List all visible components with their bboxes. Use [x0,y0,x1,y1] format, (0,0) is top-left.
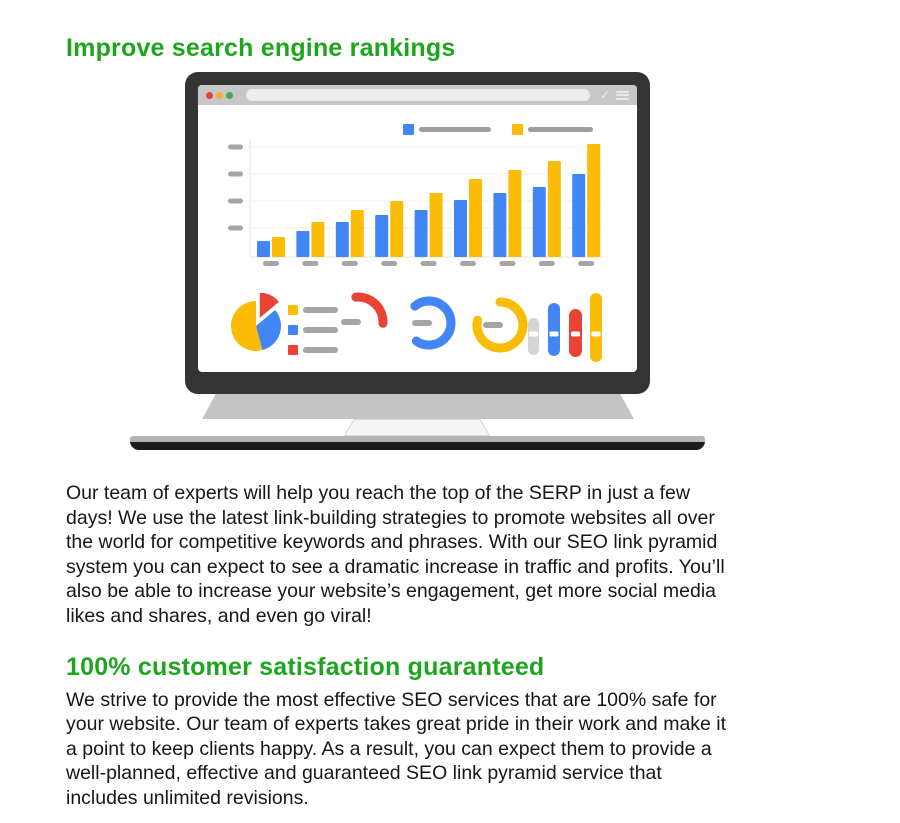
address-bar [246,89,590,101]
laptop-touchpad [344,419,490,436]
gauge-1 [410,296,456,350]
laptop-hinge [202,394,634,419]
mini-legend [288,305,338,355]
check-icon: ✓ [599,88,610,102]
hamburger-menu-icon [616,90,629,100]
laptop-screen: ✓ [185,72,650,394]
paragraph-seo: Our team of experts will help you reach … [66,482,725,627]
traffic-light-red-icon [206,91,213,99]
traffic-light-green-icon [226,91,233,99]
pill-bars [528,293,602,362]
pie-chart [230,292,281,351]
bar-chart [228,124,602,266]
page-title: Improve search engine rankings [66,34,456,62]
laptop-illustration: ✓ [130,72,705,450]
laptop-base-edge [130,442,705,450]
gauge-0 [341,292,388,328]
laptop-base [130,436,705,450]
screen-content: ✓ [198,85,637,372]
section-title-satisfaction: 100% customer satisfaction guaranteed [66,652,545,681]
dashboard-svg [228,124,602,362]
paragraph-satisfaction: We strive to provide the most effective … [66,688,727,809]
browser-bar: ✓ [198,85,637,105]
traffic-light-yellow-icon [216,91,223,99]
gauge-2 [472,297,528,353]
